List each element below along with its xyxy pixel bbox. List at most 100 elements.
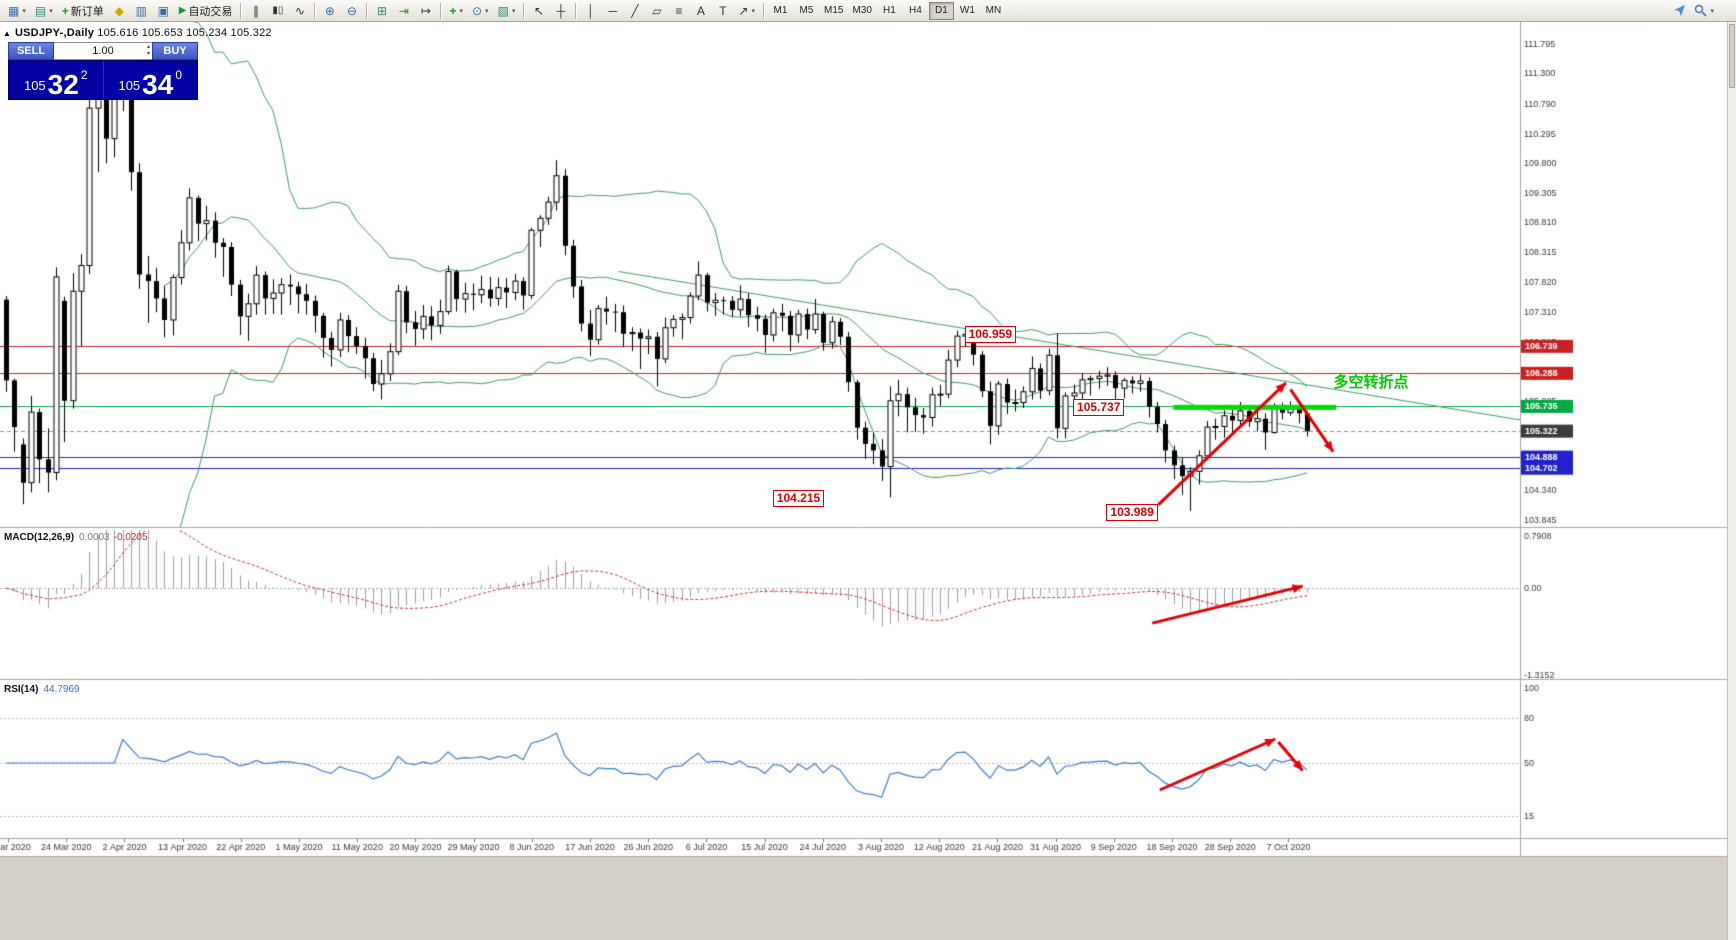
terminal-icon: ▣ <box>157 3 169 18</box>
indicators-icon: + <box>449 3 457 18</box>
new-order-button[interactable]: + 新订单 <box>58 1 108 21</box>
macd-name: MACD(12,26,9) <box>4 532 75 543</box>
community-button[interactable] <box>1669 1 1690 21</box>
timeframe-m30[interactable]: M30 <box>848 2 875 20</box>
play-icon: ▶ <box>178 4 187 16</box>
plus-icon: + <box>61 3 69 18</box>
buy-price-prefix: 105 <box>118 78 141 93</box>
periods-button[interactable]: ⊙ ▾ <box>468 1 493 21</box>
timeframe-h4[interactable]: H4 <box>903 2 928 20</box>
fibonacci-icon: ≡ <box>675 3 683 18</box>
terminal-button[interactable]: ▣ <box>153 1 174 21</box>
zoom-in-button[interactable]: ⊕ <box>319 1 340 21</box>
zoom-in-icon: ⊕ <box>324 3 335 18</box>
buy-button[interactable]: BUY <box>152 42 198 60</box>
crosshair-icon: ┼ <box>556 3 566 18</box>
cursor-tool-button[interactable]: ↖ <box>528 1 549 21</box>
auto-scroll-icon: ⇥ <box>398 3 409 18</box>
turning-point-note[interactable]: 多空转折点 <box>1333 374 1409 391</box>
chart-shift-icon: ↦ <box>420 3 431 18</box>
autotrading-button[interactable]: ▶ 自动交易 <box>175 1 237 21</box>
chart-shift-button[interactable]: ↦ <box>415 1 436 21</box>
volume-decrease-icon[interactable]: ▾ <box>146 51 150 57</box>
auto-scroll-button[interactable]: ⇥ <box>393 1 414 21</box>
volume-increase-icon[interactable]: ▴ <box>146 44 150 50</box>
timeframe-w1[interactable]: W1 <box>955 2 980 20</box>
text-tool-button[interactable]: A <box>690 1 711 21</box>
chevron-down-icon[interactable]: ▾ <box>751 7 755 15</box>
search-button[interactable]: ▾ <box>1690 1 1718 21</box>
chart-ohlc-values: 105.616 105.653 105.234 105.322 <box>97 27 272 39</box>
toolbar-separator <box>314 2 316 19</box>
rsi-value: 44.7969 <box>43 684 80 695</box>
profiles-button[interactable]: ▤ ▾ <box>31 1 57 21</box>
search-icon <box>1695 4 1708 17</box>
horizontal-line-tool-button[interactable]: ─ <box>602 1 623 21</box>
sell-price[interactable]: 105 32 2 <box>9 61 104 99</box>
chevron-down-icon[interactable]: ▾ <box>485 7 489 15</box>
one-click-trading-panel: SELL 1.00 ▴ ▾ BUY 105 32 2 105 34 0 <box>8 42 198 100</box>
text-icon: A <box>696 3 705 18</box>
scrollbar-thumb[interactable] <box>1729 24 1735 88</box>
trendline-tool-button[interactable]: ╱ <box>624 1 645 21</box>
sell-price-main: 32 <box>47 68 79 100</box>
bar-chart-icon: ∥ <box>252 3 259 18</box>
toolbar-separator <box>440 2 442 19</box>
price-chart-canvas[interactable] <box>0 22 1727 940</box>
toolbar: ▦ ▾ ▤ ▾ + 新订单 ◆ ▥ ▣ ▶ 自动交易 ∥ ▮▯ ∿ ⊕ ⊖ ⊞ ⇥ ↦ … <box>0 0 1736 22</box>
toolbar-separator <box>523 2 525 19</box>
price-annotation-103989[interactable]: 103.989 <box>1106 503 1158 521</box>
rsi-name: RSI(14) <box>4 684 39 695</box>
market-watch-icon: ▥ <box>135 3 147 18</box>
sell-button[interactable]: SELL <box>8 42 54 60</box>
channel-tool-button[interactable]: ▱ <box>646 1 667 21</box>
fibonacci-tool-button[interactable]: ≡ <box>668 1 689 21</box>
chevron-down-icon[interactable]: ▾ <box>22 7 26 15</box>
new-order-label: 新订单 <box>70 5 104 18</box>
arrows-tool-button[interactable]: ↗ ▾ <box>734 1 759 21</box>
one-click-collapse-icon[interactable]: ▲ <box>3 29 11 38</box>
zoom-out-button[interactable]: ⊖ <box>341 1 362 21</box>
chevron-down-icon[interactable]: ▾ <box>1710 7 1714 15</box>
sell-price-prefix: 105 <box>23 78 46 93</box>
channel-icon: ▱ <box>652 3 662 18</box>
buy-price[interactable]: 105 34 0 <box>104 61 198 99</box>
timeframe-h1[interactable]: H1 <box>877 2 902 20</box>
vertical-line-tool-button[interactable]: │ <box>580 1 601 21</box>
line-chart-button[interactable]: ∿ <box>289 1 310 21</box>
timeframe-m15[interactable]: M15 <box>820 2 847 20</box>
timeframe-m1[interactable]: M1 <box>768 2 793 20</box>
cursor-icon: ↖ <box>533 3 544 18</box>
price-annotation-104215[interactable]: 104.215 <box>772 490 825 508</box>
candlestick-chart-button[interactable]: ▮▯ <box>267 1 288 21</box>
bid-ask-panel: 105 32 2 105 34 0 <box>8 60 198 100</box>
timeframe-m5[interactable]: M5 <box>794 2 819 20</box>
crosshair-tool-button[interactable]: ┼ <box>550 1 571 21</box>
buy-price-pip: 0 <box>175 68 183 82</box>
volume-field[interactable]: 1.00 ▴ ▾ <box>54 42 152 60</box>
templates-button[interactable]: ▧ ▾ <box>494 1 520 21</box>
market-watch-button[interactable]: ▥ <box>131 1 152 21</box>
timeframe-mn[interactable]: MN <box>981 2 1006 20</box>
timeframe-d1[interactable]: D1 <box>928 1 954 20</box>
chevron-down-icon[interactable]: ▾ <box>49 7 53 15</box>
text-label-tool-button[interactable]: T <box>712 1 733 21</box>
bar-chart-button[interactable]: ∥ <box>245 1 266 21</box>
text-label-icon: T <box>719 3 727 18</box>
toolbar-separator <box>762 2 764 19</box>
line-chart-icon: ∿ <box>294 3 305 18</box>
tile-windows-button[interactable]: ⊞ <box>371 1 392 21</box>
templates-icon: ▧ <box>497 3 509 18</box>
macd-signal-value: -0.0205 <box>113 532 148 543</box>
toolbar-separator <box>240 2 242 19</box>
price-annotation-105737[interactable]: 105.737 <box>1073 399 1125 417</box>
vertical-scrollbar[interactable] <box>1727 22 1736 940</box>
macd-label: MACD(12,26,9) 0.0003 -0.0205 <box>4 532 148 543</box>
metaeditor-button[interactable]: ◆ <box>109 1 130 21</box>
new-chart-button[interactable]: ▦ ▾ <box>4 1 30 21</box>
chevron-down-icon[interactable]: ▾ <box>511 7 516 15</box>
price-annotation-106959[interactable]: 106.959 <box>964 326 1016 344</box>
chevron-down-icon[interactable]: ▾ <box>459 7 463 15</box>
toolbar-separator <box>575 2 577 19</box>
indicators-button[interactable]: + ▾ <box>445 1 467 21</box>
